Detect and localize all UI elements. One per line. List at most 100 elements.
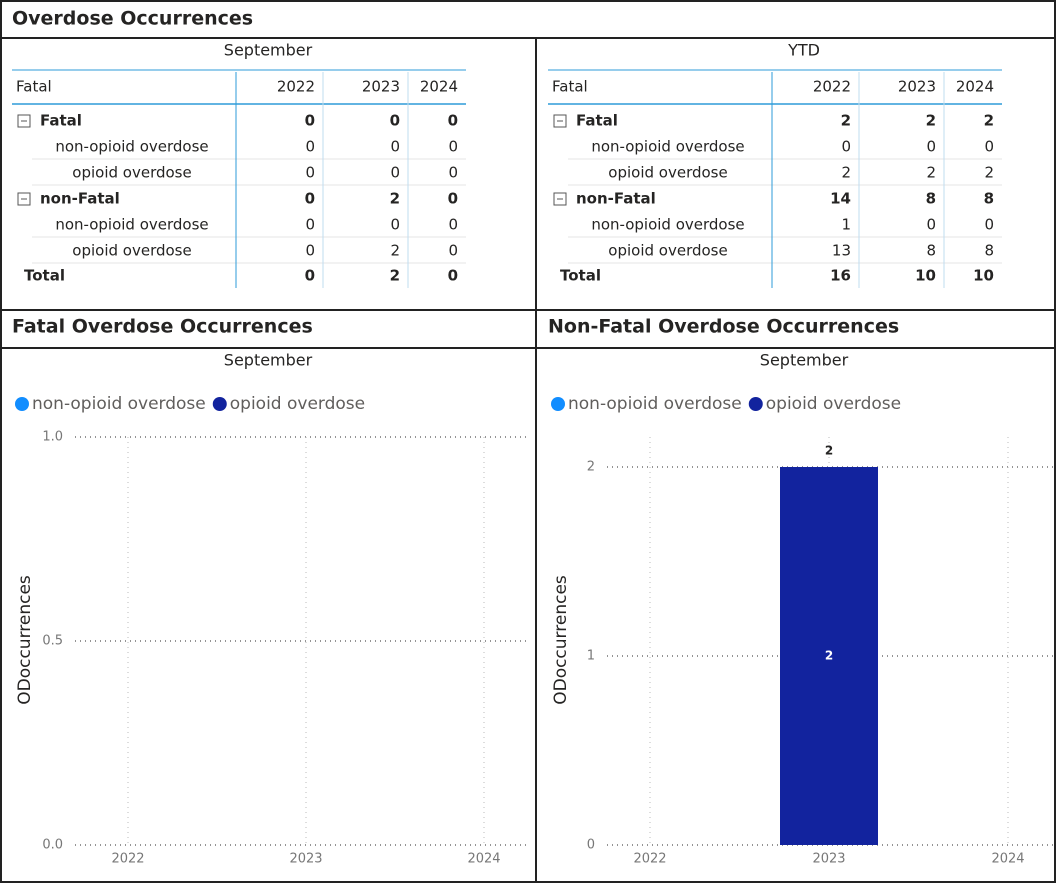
cell: 0 — [926, 216, 936, 234]
cell: 0 — [841, 138, 851, 156]
cell: 0 — [448, 138, 458, 156]
y-tick-label: 0.0 — [42, 838, 63, 853]
cell: 0 — [390, 216, 400, 234]
row-label: opioid overdose — [72, 242, 191, 260]
chart-title: September — [760, 351, 849, 370]
table-caption: YTD — [787, 41, 820, 60]
cell: 10 — [915, 267, 936, 285]
cell: 0 — [305, 164, 315, 182]
cell: 0 — [448, 267, 458, 285]
total-label: 2 — [825, 444, 833, 458]
group-label: non-Fatal — [40, 190, 120, 208]
column-header: 2023 — [898, 78, 936, 96]
cell: 0 — [305, 267, 315, 285]
cell: 8 — [926, 190, 936, 208]
cell: 2 — [390, 190, 400, 208]
column-header: 2024 — [956, 78, 994, 96]
collapse-icon — [17, 114, 31, 128]
cell: 2 — [984, 112, 994, 130]
cell: 8 — [984, 242, 994, 260]
row-label: non-opioid overdose — [55, 138, 208, 156]
cell: 0 — [448, 112, 458, 130]
page-title: Overdose Occurrences — [12, 8, 253, 30]
cell: 8 — [984, 190, 994, 208]
y-tick-label: 0 — [587, 838, 595, 853]
bar — [780, 467, 878, 845]
legend-swatch — [551, 397, 565, 411]
cell: 14 — [830, 190, 851, 208]
cell: 2 — [390, 242, 400, 260]
panel-heading: Non-Fatal Overdose Occurrences — [548, 316, 899, 338]
row-label: opioid overdose — [72, 164, 191, 182]
cell: 0 — [448, 242, 458, 260]
x-tick-label: 2024 — [991, 852, 1024, 867]
cell: 2 — [926, 112, 936, 130]
legend-swatch — [212, 397, 227, 411]
cell: 2 — [390, 267, 400, 285]
x-tick-label: 2022 — [111, 852, 144, 867]
column-header: 2023 — [362, 78, 400, 96]
total-label: Total — [24, 267, 65, 285]
cell: 0 — [305, 216, 315, 234]
cell: 2 — [841, 112, 851, 130]
x-tick-label: 2023 — [289, 852, 322, 867]
collapse-icon — [553, 192, 567, 206]
panel-heading: Fatal Overdose Occurrences — [12, 316, 313, 338]
legend-swatch — [15, 397, 29, 411]
row-label: non-opioid overdose — [591, 216, 744, 234]
y-tick-label: 0.5 — [42, 634, 63, 649]
cell: 2 — [926, 164, 936, 182]
cell: 8 — [926, 242, 936, 260]
row-label: non-opioid overdose — [55, 216, 208, 234]
legend-label: opioid overdose — [230, 394, 365, 414]
table-caption: September — [224, 41, 313, 60]
cell: 2 — [841, 164, 851, 182]
row-label: opioid overdose — [608, 164, 727, 182]
y-tick-label: 2 — [587, 460, 595, 475]
group-label: non-Fatal — [576, 190, 656, 208]
x-tick-label: 2024 — [467, 852, 500, 867]
data-label: 2 — [825, 649, 833, 663]
legend-label: non-opioid overdose — [568, 394, 742, 414]
x-tick-label: 2022 — [633, 852, 666, 867]
collapse-icon — [17, 192, 31, 206]
cell: 0 — [305, 112, 315, 130]
cell: 0 — [305, 190, 315, 208]
legend-label: non-opioid overdose — [32, 394, 206, 414]
group-label: Fatal — [576, 112, 618, 130]
cell: 10 — [973, 267, 994, 285]
row-label: opioid overdose — [608, 242, 727, 260]
cell: 0 — [984, 216, 994, 234]
cell: 0 — [926, 138, 936, 156]
cell: 13 — [832, 242, 851, 260]
cell: 0 — [448, 216, 458, 234]
total-label: Total — [560, 267, 601, 285]
cell: 0 — [390, 138, 400, 156]
legend-swatch — [748, 397, 763, 411]
column-header: Fatal — [552, 78, 588, 96]
cell: 0 — [305, 138, 315, 156]
x-tick-label: 2023 — [812, 852, 845, 867]
y-tick-label: 1.0 — [42, 430, 63, 445]
group-label: Fatal — [40, 112, 82, 130]
cell: 0 — [448, 190, 458, 208]
chart-title: September — [224, 351, 313, 370]
cell: 0 — [390, 112, 400, 130]
cell: 0 — [448, 164, 458, 182]
cell: 0 — [984, 138, 994, 156]
y-axis-label: ODoccurrences — [15, 575, 35, 705]
legend-label: opioid overdose — [766, 394, 901, 414]
y-axis-label: ODoccurrences — [551, 575, 571, 705]
cell: 2 — [984, 164, 994, 182]
column-header: 2022 — [813, 78, 851, 96]
column-header: Fatal — [16, 78, 52, 96]
y-tick-label: 1 — [587, 649, 595, 664]
column-header: 2022 — [277, 78, 315, 96]
collapse-icon — [553, 114, 567, 128]
row-label: non-opioid overdose — [591, 138, 744, 156]
cell: 1 — [841, 216, 851, 234]
cell: 0 — [305, 242, 315, 260]
